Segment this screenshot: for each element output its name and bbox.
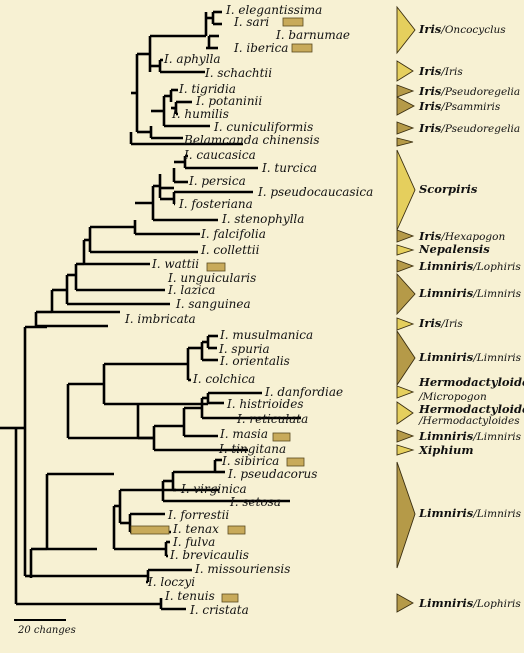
trait-bar bbox=[291, 43, 313, 53]
taxon-label-i-imbricata: I. imbricata bbox=[124, 312, 196, 326]
taxon-label-i-danfordiae: I. danfordiae bbox=[264, 385, 343, 399]
taxon-label-i-cristata: I. cristata bbox=[189, 603, 249, 617]
clade-triangle bbox=[396, 461, 416, 569]
taxon-label-i-histrioides: I. histrioides bbox=[226, 397, 304, 411]
clade-label-limniris-limniris: Limniris/Limniris bbox=[418, 429, 522, 443]
clade-triangle bbox=[396, 5, 416, 55]
taxon-label-i-tenuis: I. tenuis bbox=[164, 589, 215, 603]
trait-bar bbox=[272, 432, 291, 442]
clade-label-iris-hexapogon: Iris/Hexapogon bbox=[418, 229, 505, 243]
clade-triangle bbox=[396, 317, 415, 331]
clade-sublabelmicropogon: /Micropogon bbox=[418, 391, 487, 403]
clade-triangle bbox=[396, 149, 416, 231]
taxon-label-i-colchica: I. colchica bbox=[192, 372, 255, 386]
clade-label-limniris-lophiris: Limniris/Lophiris bbox=[418, 596, 521, 610]
clade-label-iris-psammiris: Iris/Psammiris bbox=[418, 99, 501, 113]
taxon-label-i-humilis: I. humilis bbox=[171, 107, 229, 121]
taxon-label-i-cuniculiformis: I. cuniculiformis bbox=[213, 120, 313, 134]
taxon-label-i-potaninii: I. potaninii bbox=[195, 94, 262, 108]
taxon-label-i-sari: I. sari bbox=[233, 15, 269, 29]
trait-bar bbox=[282, 17, 304, 27]
clade-triangle bbox=[396, 60, 414, 82]
taxon-label-i-schachtii: I. schachtii bbox=[204, 66, 272, 80]
clade-triangle bbox=[396, 229, 415, 243]
taxon-label-i-collettii: I. collettii bbox=[200, 243, 260, 257]
taxon-label-i-setosa: I. setosa bbox=[229, 495, 281, 509]
taxon-label-i-falcifolia: I. falcifolia bbox=[200, 227, 266, 241]
taxon-label-i-lazica: I. lazica bbox=[167, 283, 215, 297]
tree-branches bbox=[0, 10, 301, 611]
taxon-label-i-fosteriana: I. fosteriana bbox=[178, 197, 253, 211]
clade-label-xiphium: Xiphium bbox=[418, 443, 474, 457]
clade-triangle bbox=[396, 444, 415, 456]
clade-label-iris-iris: Iris/Iris bbox=[418, 64, 463, 78]
clade-label-limniris-limniris: Limniris/Limniris bbox=[418, 286, 522, 300]
scale-bar: 20 changes bbox=[14, 619, 76, 636]
taxon-label-i-sibirica: I. sibirica bbox=[221, 454, 279, 468]
taxon-label-i-wattii: I. wattii bbox=[151, 257, 199, 271]
taxon-label-belamcanda-chinensis: Belamcanda chinensis bbox=[183, 133, 320, 147]
taxon-label-i-spuria: I. spuria bbox=[218, 342, 270, 356]
clade-label-scorpiris: Scorpiris bbox=[419, 182, 478, 196]
clade-triangle bbox=[396, 385, 415, 399]
trait-bar bbox=[130, 525, 170, 535]
taxon-label-i-tenax: I. tenax bbox=[172, 522, 219, 536]
clade-label-iris-iris: Iris/Iris bbox=[418, 316, 463, 330]
taxon-label-i-pseudocaucasica: I. pseudocaucasica bbox=[257, 185, 373, 199]
clade-markers: Iris/Oncocyclus Iris/Iris Iris/Pseudoregel… bbox=[396, 5, 524, 613]
clade-label-iris-pseudoregelia: Iris/Pseudoregelia bbox=[418, 121, 520, 135]
clade-triangle bbox=[396, 259, 415, 273]
scale-label: 20 changes bbox=[17, 625, 76, 636]
taxon-label-i-masia: I. masia bbox=[219, 427, 268, 441]
clade-label-iris-pseudoregelia: Iris/Pseudoregelia bbox=[418, 84, 520, 98]
clade-triangle bbox=[396, 593, 414, 613]
taxon-label-i-iberica: I. iberica bbox=[233, 41, 288, 55]
clade-triangle bbox=[396, 429, 415, 443]
taxon-label-i-stenophylla: I. stenophylla bbox=[221, 212, 304, 226]
taxon-label-i-reticulata: I. reticulata bbox=[236, 412, 308, 426]
taxon-label-i-persica: I. persica bbox=[188, 174, 246, 188]
clade-triangle bbox=[396, 244, 415, 256]
taxon-label-i-loczyi: I. loczyi bbox=[147, 575, 195, 589]
trait-bar bbox=[221, 593, 239, 603]
taxon-label-i-tingitana: I. tingitana bbox=[218, 442, 286, 456]
clade-label-hermodactyloides: Hermodactyloides bbox=[418, 375, 524, 389]
clade-triangle bbox=[396, 272, 416, 316]
clade-sublabelhermodactyloides: /Hermodactyloides bbox=[418, 415, 520, 427]
trait-bar bbox=[206, 262, 226, 272]
taxon-label-i-virginica: I. virginica bbox=[180, 482, 247, 496]
clade-triangle bbox=[396, 84, 415, 98]
clade-triangle bbox=[396, 137, 414, 147]
taxon-label-i-missouriensis: I. missouriensis bbox=[194, 562, 290, 576]
taxon-label-i-forrestii: I. forrestii bbox=[167, 508, 229, 522]
taxon-label-i-unguicularis: I. unguicularis bbox=[167, 271, 256, 285]
trait-bar bbox=[286, 457, 305, 467]
taxon-label-i-turcica: I. turcica bbox=[261, 161, 317, 175]
taxon-label-i-elegantissima: I. elegantissima bbox=[225, 3, 322, 17]
taxon-label-i-caucasica: I. caucasica bbox=[183, 148, 256, 162]
taxon-label-i-pseudacorus: I. pseudacorus bbox=[227, 467, 317, 481]
clade-triangle bbox=[396, 329, 416, 387]
clade-triangle bbox=[396, 96, 415, 116]
taxon-label-i-musulmanica: I. musulmanica bbox=[219, 328, 313, 342]
clade-label-limniris-limniris: Limniris/Limniris bbox=[418, 506, 522, 520]
clade-label-hermodactyloides: Hermodactyloides bbox=[418, 402, 524, 416]
clade-label-nepalensis: Nepalensis bbox=[418, 242, 490, 256]
taxon-label-i-orientalis: I. orientalis bbox=[219, 354, 290, 368]
taxon-label-i-sanguinea: I. sanguinea bbox=[175, 297, 251, 311]
clade-triangle bbox=[396, 121, 415, 135]
trait-bars bbox=[130, 17, 313, 603]
clade-label-iris-oncocyclus: Iris/Oncocyclus bbox=[418, 22, 506, 36]
clade-label-limniris-limniris: Limniris/Limniris bbox=[418, 350, 522, 364]
clade-triangle bbox=[396, 401, 414, 425]
taxon-label-i-aphylla: I. aphylla bbox=[163, 52, 221, 66]
taxon-label-i-tigridia: I. tigridia bbox=[178, 82, 236, 96]
taxon-label-i-fulva: I. fulva bbox=[172, 535, 215, 549]
clade-label-limniris-lophiris: Limniris/Lophiris bbox=[418, 259, 521, 273]
taxon-label-i-barnumae: I. barnumae bbox=[275, 28, 350, 42]
taxon-label-i-brevicaulis: I. brevicaulis bbox=[169, 548, 249, 562]
trait-bar bbox=[227, 525, 246, 535]
